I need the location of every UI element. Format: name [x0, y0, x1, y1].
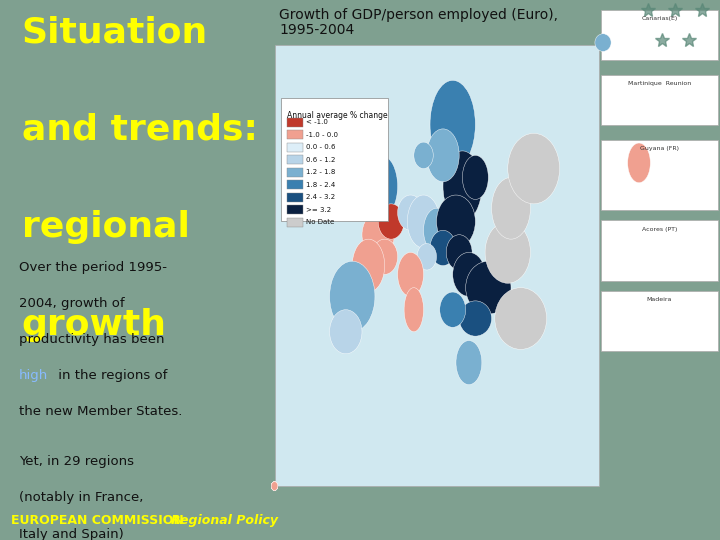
Text: Italy and Spain): Italy and Spain): [19, 528, 124, 540]
Ellipse shape: [271, 482, 278, 490]
Ellipse shape: [430, 80, 475, 168]
Text: 0.0 - 0.6: 0.0 - 0.6: [306, 144, 336, 150]
Ellipse shape: [271, 482, 278, 490]
Bar: [600, 220, 718, 281]
Text: Acores (PT): Acores (PT): [642, 226, 677, 232]
Bar: [287, 143, 303, 152]
Bar: [600, 291, 718, 351]
Ellipse shape: [443, 151, 482, 221]
Ellipse shape: [453, 252, 485, 296]
Text: Madeira: Madeira: [647, 296, 672, 302]
Text: Martinique  Reunion: Martinique Reunion: [628, 81, 691, 86]
Bar: [287, 156, 303, 164]
Text: regional: regional: [22, 211, 189, 245]
Ellipse shape: [595, 34, 611, 51]
Text: EUROPEAN COMMISSION: EUROPEAN COMMISSION: [11, 514, 188, 527]
Bar: [287, 118, 303, 127]
Ellipse shape: [414, 142, 433, 168]
Text: Annual average % change: Annual average % change: [287, 111, 388, 120]
Text: Guyana (FR): Guyana (FR): [640, 146, 679, 151]
Ellipse shape: [628, 143, 650, 183]
Text: 2004, growth of: 2004, growth of: [19, 296, 125, 309]
Ellipse shape: [508, 133, 559, 204]
Ellipse shape: [485, 221, 531, 284]
Ellipse shape: [271, 482, 278, 490]
Ellipse shape: [417, 244, 436, 270]
Ellipse shape: [456, 341, 482, 384]
Bar: [600, 75, 718, 125]
Ellipse shape: [365, 156, 397, 217]
Text: Over the period 1995-: Over the period 1995-: [19, 261, 167, 274]
Ellipse shape: [495, 288, 546, 349]
Text: in the regions of: in the regions of: [54, 369, 167, 382]
Ellipse shape: [427, 129, 459, 182]
Ellipse shape: [466, 261, 511, 314]
Text: high: high: [19, 369, 48, 382]
Text: growth: growth: [22, 308, 166, 342]
Ellipse shape: [436, 195, 475, 248]
Ellipse shape: [352, 138, 378, 191]
Text: Growth of GDP/person employed (Euro),: Growth of GDP/person employed (Euro),: [279, 8, 558, 22]
Ellipse shape: [362, 213, 395, 257]
Text: the new Member States.: the new Member States.: [19, 405, 182, 418]
Text: Regional Policy: Regional Policy: [171, 514, 278, 527]
Bar: [274, 45, 598, 486]
Ellipse shape: [446, 235, 472, 270]
Text: Situation: Situation: [22, 15, 208, 49]
Ellipse shape: [397, 252, 423, 296]
Bar: [287, 218, 303, 227]
Ellipse shape: [397, 195, 423, 231]
Text: 2.4 - 3.2: 2.4 - 3.2: [306, 194, 335, 200]
Bar: [287, 130, 303, 139]
Ellipse shape: [378, 204, 404, 239]
Text: No Date: No Date: [306, 219, 334, 226]
Ellipse shape: [462, 156, 488, 199]
Bar: [281, 98, 388, 221]
Ellipse shape: [404, 288, 423, 332]
Text: >= 3.2: >= 3.2: [306, 207, 330, 213]
Text: and trends:: and trends:: [22, 113, 258, 147]
Text: 1.8 - 2.4: 1.8 - 2.4: [306, 182, 335, 188]
Text: -1.0 - 0.0: -1.0 - 0.0: [306, 132, 338, 138]
Bar: [600, 10, 718, 60]
Bar: [600, 140, 718, 211]
Bar: [287, 180, 303, 190]
Ellipse shape: [423, 208, 449, 252]
Text: 1.2 - 1.8: 1.2 - 1.8: [306, 170, 335, 176]
Ellipse shape: [372, 239, 397, 274]
Ellipse shape: [408, 195, 440, 248]
Bar: [287, 193, 303, 202]
Text: Yet, in 29 regions: Yet, in 29 regions: [19, 455, 134, 468]
Ellipse shape: [440, 292, 466, 327]
Text: productivity has been: productivity has been: [19, 333, 164, 346]
Ellipse shape: [271, 482, 278, 490]
Text: Canarias(E): Canarias(E): [641, 16, 678, 21]
Text: 0.6 - 1.2: 0.6 - 1.2: [306, 157, 335, 163]
Ellipse shape: [330, 310, 362, 354]
Ellipse shape: [430, 231, 456, 266]
Ellipse shape: [492, 178, 531, 239]
Ellipse shape: [459, 301, 492, 336]
Text: 1995-2004: 1995-2004: [279, 23, 354, 37]
Ellipse shape: [352, 239, 384, 292]
Ellipse shape: [330, 261, 375, 332]
Ellipse shape: [271, 482, 278, 490]
Bar: [287, 205, 303, 214]
Text: < -1.0: < -1.0: [306, 119, 328, 125]
Bar: [287, 168, 303, 177]
Text: (notably in France,: (notably in France,: [19, 491, 143, 504]
